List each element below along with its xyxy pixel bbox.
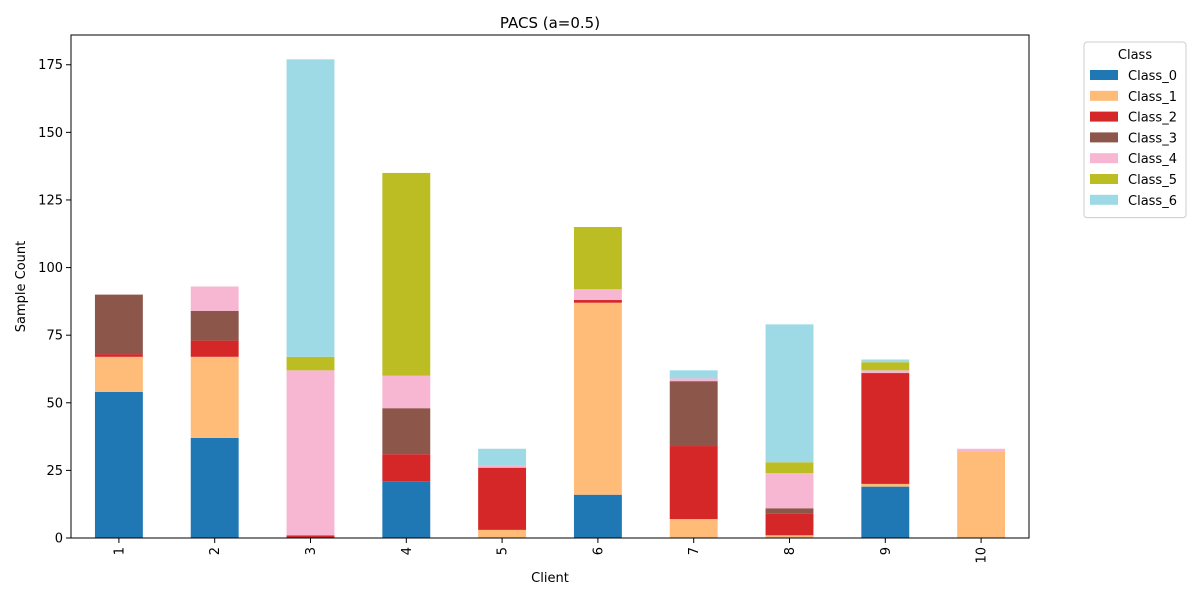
bar-client-8-class-2 [765,513,814,536]
legend-swatch-class-6 [1090,194,1118,205]
bar-client-4-class-5 [382,172,431,376]
bar-client-2-class-0 [190,437,239,538]
bar-client-7-class-1 [669,519,718,538]
bar-client-6-class-2 [573,300,622,303]
bar-client-9-class-2 [861,373,910,484]
bar-client-8-class-1 [765,535,814,538]
bar-client-9-class-0 [861,486,910,538]
bar-client-2-class-4 [190,286,239,311]
legend-entry-class-5: Class_5 [1128,173,1177,188]
bar-client-7-class-4 [669,378,718,382]
bar-client-1-class-3 [94,294,143,355]
bar-client-3-class-6 [286,59,335,357]
bar-client-2-class-3 [190,310,239,341]
bar-client-2-class-1 [190,356,239,438]
bar-client-8-class-6 [765,324,814,463]
y-tick-label: 50 [46,396,63,411]
bar-client-1-class-1 [94,356,143,392]
legend-swatch-class-3 [1090,132,1118,143]
bar-client-5-class-6 [478,448,527,465]
bar-client-5-class-2 [478,467,527,530]
legend-swatch-class-4 [1090,153,1118,164]
bar-client-2-class-2 [190,340,239,357]
bars-group [94,59,1006,538]
x-tick-label: 9 [879,547,894,555]
legend-swatch-class-5 [1090,174,1118,184]
x-tick-label: 3 [304,547,319,555]
y-tick-label: 0 [55,532,63,547]
x-axis-label: Client [531,571,569,586]
x-tick-label: 4 [400,547,415,555]
bar-client-8-class-5 [765,462,814,474]
bar-client-6-class-1 [573,302,622,495]
bar-client-1-class-0 [94,391,143,538]
bar-client-4-class-0 [382,481,431,538]
bar-client-5-class-1 [478,529,527,538]
x-tick-label: 5 [496,547,511,555]
bar-client-6-class-5 [573,227,622,290]
legend-swatch-class-1 [1090,90,1118,101]
bar-client-9-class-1 [861,483,910,487]
x-tick-label: 2 [208,547,223,555]
x-axis: 1 2 3 4 5 6 7 8 9 10 [112,538,990,564]
y-axis: 0 25 50 75 100 125 150 175 [38,58,71,547]
x-tick-label: 7 [687,547,702,555]
bar-client-7-class-2 [669,446,718,520]
bar-client-3-class-5 [286,356,335,371]
x-tick-label: 1 [112,547,127,555]
y-tick-label: 125 [38,193,63,208]
bar-client-9-class-5 [861,362,910,371]
bar-client-9-class-6 [861,359,910,363]
bar-client-4-class-3 [382,408,431,455]
y-tick-label: 25 [46,464,63,479]
bar-client-6-class-0 [573,494,622,538]
bar-client-4-class-2 [382,454,431,482]
legend-entry-class-6: Class_6 [1128,194,1177,209]
bar-client-6-class-4 [573,289,622,301]
y-tick-label: 75 [46,329,63,344]
bar-client-3-class-4 [286,370,335,536]
x-tick-label: 8 [783,547,798,555]
bar-client-7-class-3 [669,381,718,447]
bar-client-9-class-4 [861,370,910,374]
legend-box [1083,41,1187,219]
legend-title: Class [1118,48,1152,63]
bar-client-4-class-4 [382,375,431,409]
legend-entry-class-0: Class_0 [1128,69,1177,84]
bar-client-5-class-4 [478,464,527,468]
y-tick-label: 150 [38,126,63,141]
x-tick-label: 6 [591,547,606,555]
bar-client-1-class-2 [94,354,143,357]
legend-entry-class-4: Class_4 [1128,152,1177,167]
bar-client-8-class-3 [765,508,814,514]
bar-client-3-class-2 [286,535,335,538]
legend-swatch-class-0 [1090,70,1118,80]
bar-client-8-class-4 [765,473,814,509]
chart-title: PACS (a=0.5) [500,14,600,32]
bar-client-7-class-6 [669,370,718,379]
legend: Class Class_0 Class_1 Class_2 Class_3 Class_… [1083,41,1187,219]
y-axis-label: Sample Count [14,241,29,332]
legend-entry-class-3: Class_3 [1128,131,1177,146]
plot-frame [70,34,1030,539]
legend-entry-class-2: Class_2 [1128,111,1177,126]
y-tick-label: 175 [38,58,63,73]
bar-client-10-class-4 [957,448,1006,452]
legend-swatch-class-2 [1090,111,1118,122]
x-tick-label: 10 [975,547,990,564]
legend-entry-class-1: Class_1 [1128,90,1177,105]
bar-client-10-class-1 [957,451,1006,538]
y-tick-label: 100 [38,261,63,276]
